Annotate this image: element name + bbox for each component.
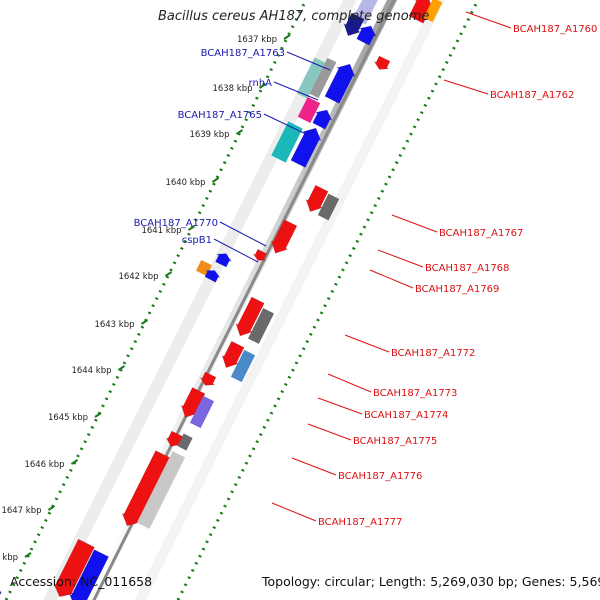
gene-leader-line [286, 51, 331, 71]
gene-leader-line [317, 397, 363, 415]
kbp-tick-label: 1637 kbp [237, 35, 277, 45]
gene-arrow [290, 127, 322, 168]
gene-arrow [199, 371, 217, 386]
kbp-tick-mark [94, 412, 102, 418]
gene-arrow [204, 270, 221, 283]
accession-text: Accession: NC_011658 [10, 574, 153, 589]
gene-leader-line [273, 81, 319, 101]
kbp-tick-label: 1638 kbp [212, 84, 252, 94]
kbp-tick-label: 1645 kbp [48, 413, 88, 423]
gene-label-reverse: BCAH187_A1773 [373, 388, 457, 399]
kbp-tick-mark [283, 34, 291, 40]
gene-leader-line [213, 238, 259, 263]
kbp-tick-label: 1640 kbp [165, 178, 205, 188]
kbp-tick-mark [117, 365, 126, 371]
gene-leader-line [271, 502, 317, 522]
kbp-tick-mark [187, 225, 196, 231]
gene-bar [189, 395, 215, 429]
gene-arrow [356, 25, 377, 46]
outer-ring-right [134, 0, 446, 600]
gene-label-reverse: BCAH187_A1762 [490, 90, 574, 101]
gene-leader-line [377, 249, 424, 268]
gene-leader-line [443, 79, 489, 95]
kbp-tick-mark [47, 505, 56, 511]
gene-label-reverse: BCAH187_A1775 [353, 436, 437, 447]
gene-arrow [69, 549, 110, 600]
genome-summary-text: Topology: circular; Length: 5,269,030 bp… [262, 574, 600, 589]
kbp-tick-label: 1643 kbp [94, 320, 134, 330]
gene-arrow [215, 253, 233, 268]
gene-arrow [324, 63, 356, 104]
gene-label-forward: BCAH187_A1763 [201, 48, 285, 59]
gene-arrow [53, 538, 95, 598]
gene-label-reverse: BCAH187_A1768 [425, 263, 509, 274]
gene-label-reverse: BCAH187_A1776 [338, 471, 422, 482]
gene-arrow [312, 109, 333, 130]
gene-arrow [252, 248, 268, 261]
kbp-tick-mark [24, 552, 32, 558]
gene-leader-line [391, 214, 438, 233]
kbp-tick-label: 1641 kbp [141, 226, 181, 236]
gene-label-reverse: BCAH187_A1760 [513, 24, 597, 35]
gene-arrow [373, 55, 391, 70]
gene-bar [0, 591, 2, 596]
gene-label-reverse: BCAH187_A1769 [415, 284, 499, 295]
gene-label-reverse: BCAH187_A1774 [364, 410, 448, 421]
gene-bar [423, 0, 443, 23]
gene-bar [271, 121, 303, 163]
kbp-tick-mark [70, 459, 79, 465]
gene-bar [177, 433, 193, 451]
kbp-tick-mark [164, 271, 173, 277]
kbp-tick-label: 1639 kbp [189, 130, 229, 140]
gene-arrow [270, 219, 298, 254]
forward-label-group: BCAH187_A1763 rnhA BCAH187_A1765 BCAH187_A1… [134, 48, 331, 263]
outer-tick-ring [176, 0, 480, 600]
kbp-tick-label: 1646 kbp [24, 460, 64, 470]
kbp-tick-label: 1648 kbp [0, 553, 18, 563]
gene-leader-line [291, 457, 337, 476]
gene-arrow [221, 340, 245, 368]
gene-leader-line [369, 269, 414, 289]
kbp-tick-mark [258, 83, 267, 89]
gene-label-forward: BCAH187_A1770 [134, 218, 218, 229]
gene-arrow [235, 296, 265, 337]
gene-leader-line [327, 373, 372, 393]
gene-leader-line [465, 11, 512, 29]
gene-bar [317, 193, 340, 221]
gene-leader-line [263, 113, 311, 137]
gene-bar [296, 57, 326, 99]
kbp-tick-label: 1642 kbp [118, 272, 158, 282]
gene-bar [248, 308, 274, 344]
gene-label-forward: BCAH187_A1765 [178, 110, 262, 121]
gene-leader-line [344, 334, 390, 353]
map-title: Bacillus cereus AH187, complete genome [158, 9, 430, 24]
gene-bar [309, 57, 337, 99]
gene-label-forward: rnhA [249, 78, 273, 89]
kbp-tick-group: 1637 kbp 1638 kbp 1639 kbp 1640 kbp 1641 kbp… [0, 34, 291, 563]
gene-label-reverse: BCAH187_A1767 [439, 228, 523, 239]
kbp-tick-mark [140, 319, 149, 325]
gene-arrow [343, 12, 365, 37]
gene-label-forward: cspB1 [182, 235, 212, 246]
gene-bar [297, 97, 321, 123]
kbp-tick-mark [235, 129, 244, 135]
gene-leader-line [307, 423, 352, 441]
gene-leader-line [219, 221, 267, 247]
gene-label-reverse: BCAH187_A1772 [391, 348, 475, 359]
gene-arrow [305, 184, 329, 212]
kbp-tick-label: 1647 kbp [1, 506, 41, 516]
gene-label-reverse: BCAH187_A1777 [318, 517, 402, 528]
kbp-tick-mark [211, 177, 220, 183]
gene-bar [230, 349, 256, 383]
reverse-label-group: BCAH187_A1760 BCAH187_A1762 BCAH187_A1767 B… [271, 11, 597, 528]
gene-bar [136, 451, 186, 529]
kbp-tick-label: 1644 kbp [71, 366, 111, 376]
